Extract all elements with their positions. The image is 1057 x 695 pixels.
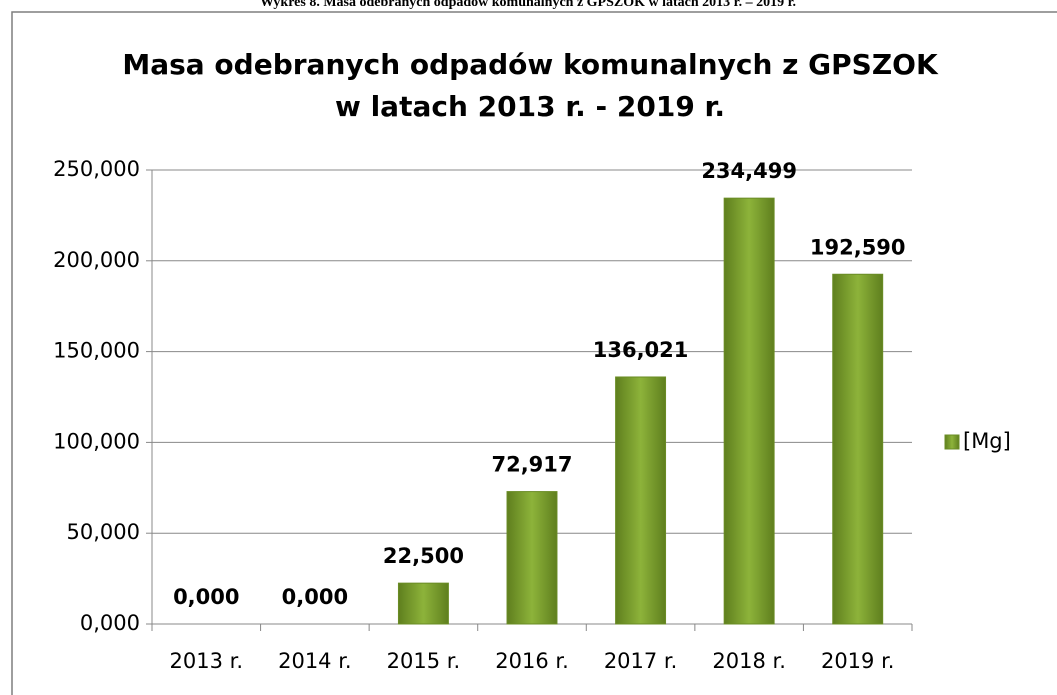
legend-label: [Mg] <box>963 429 1011 453</box>
value-label: 0,000 <box>173 585 239 609</box>
value-label: 0,000 <box>282 585 348 609</box>
y-tick-label: 200,000 <box>53 248 140 272</box>
y-tick-label: 250,000 <box>53 157 140 181</box>
caption: Wykres 8. Masa odebranych odpadów komuna… <box>260 0 796 10</box>
x-tick-label: 2015 r. <box>387 649 461 673</box>
chart-title: Masa odebranych odpadów komunalnych z GP… <box>122 48 939 81</box>
bar <box>397 582 449 625</box>
bar <box>723 197 775 625</box>
x-tick-label: 2014 r. <box>278 649 352 673</box>
value-label: 22,500 <box>383 544 464 568</box>
bar <box>506 491 558 625</box>
value-label: 192,590 <box>810 235 906 259</box>
x-tick-label: 2013 r. <box>170 649 244 673</box>
bar <box>832 273 884 625</box>
chart-title: w latach 2013 r. - 2019 r. <box>335 90 725 123</box>
x-tick-label: 2017 r. <box>604 649 678 673</box>
value-label: 136,021 <box>593 338 689 362</box>
value-label: 72,917 <box>491 453 572 477</box>
y-tick-label: 150,000 <box>53 339 140 363</box>
x-tick-label: 2016 r. <box>495 649 569 673</box>
y-tick-label: 100,000 <box>53 429 140 453</box>
bar <box>615 376 667 625</box>
value-label: 234,499 <box>701 159 797 183</box>
y-tick-label: 50,000 <box>67 520 140 544</box>
y-tick-label: 0,000 <box>80 611 140 635</box>
legend-swatch <box>944 434 960 450</box>
x-tick-label: 2018 r. <box>712 649 786 673</box>
x-tick-label: 2019 r. <box>821 649 895 673</box>
